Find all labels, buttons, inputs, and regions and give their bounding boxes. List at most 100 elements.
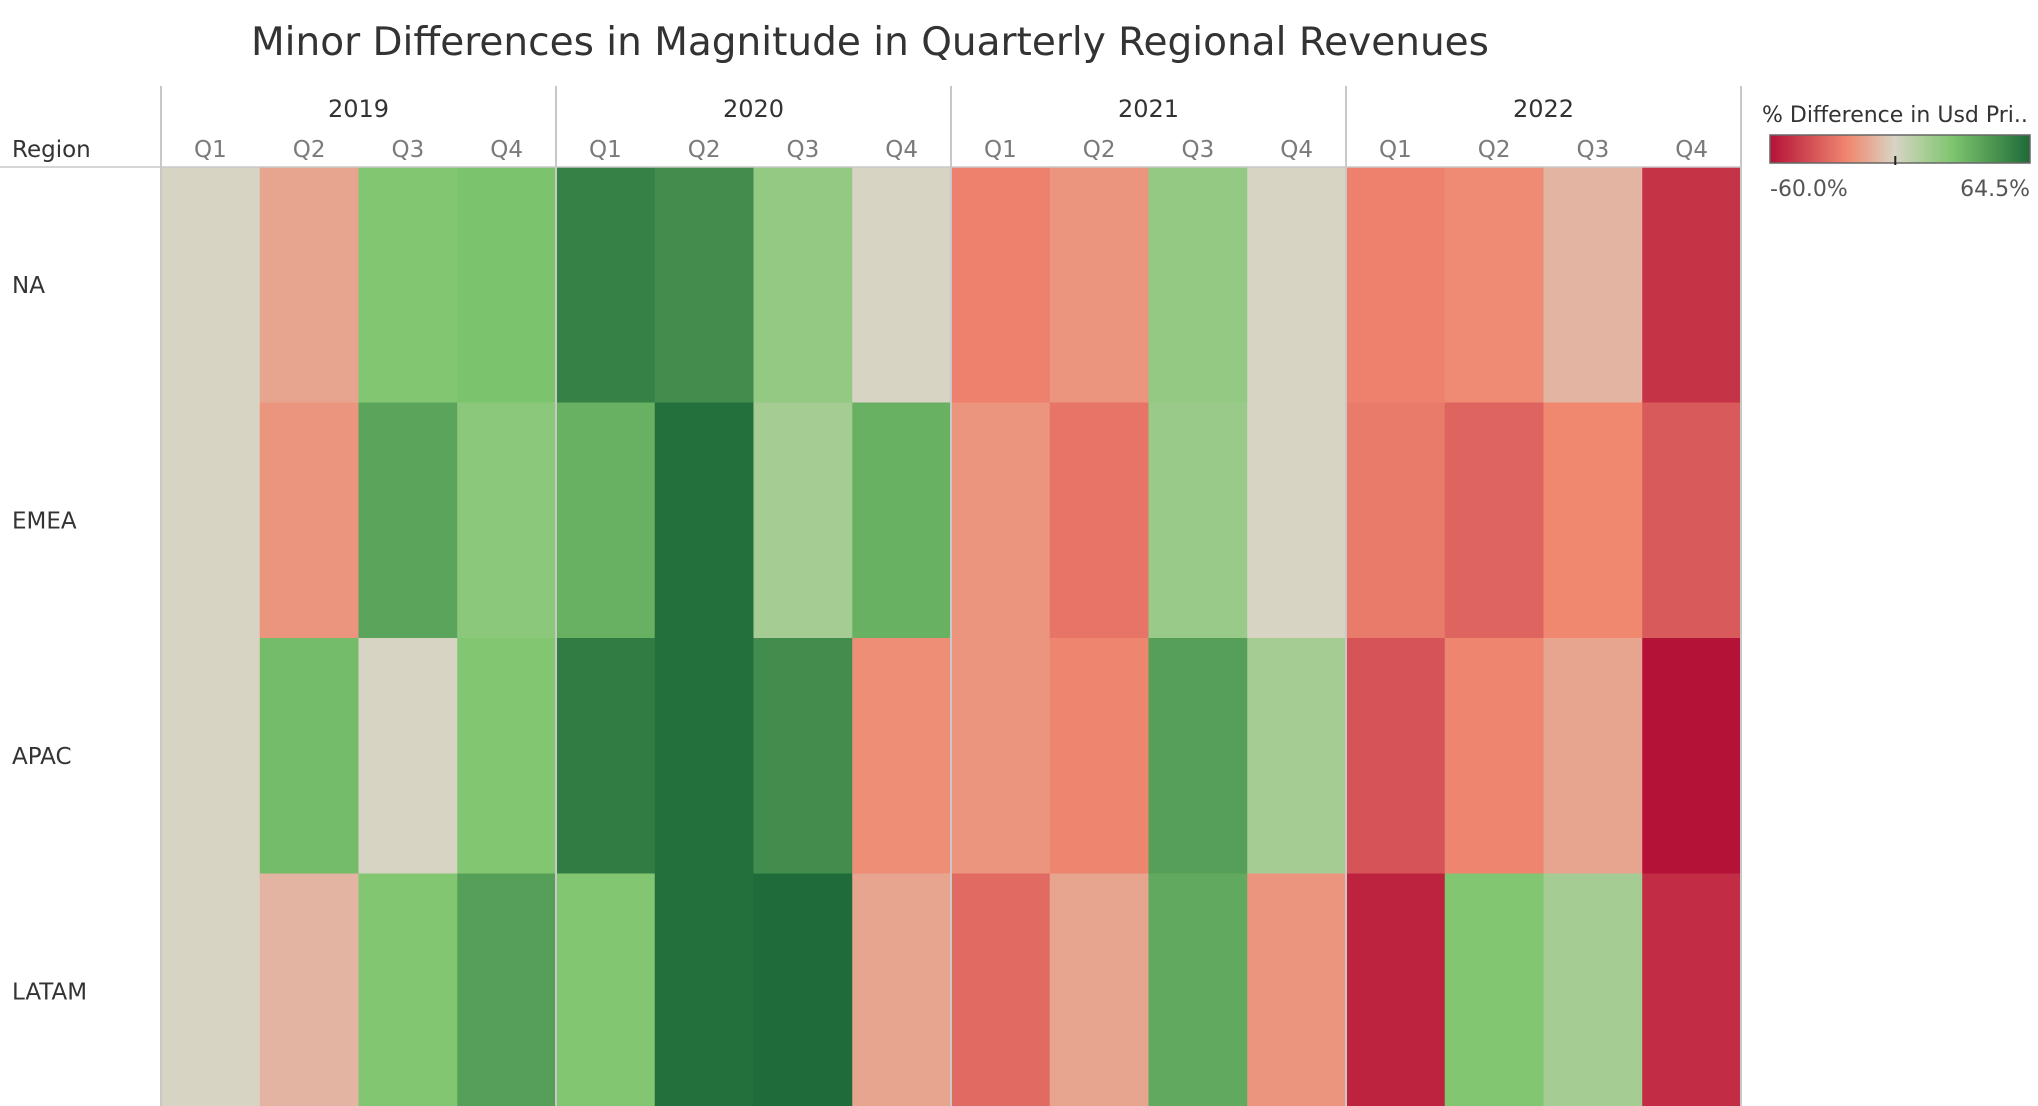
region-label: APAC — [12, 744, 72, 770]
heatmap-cell — [852, 167, 952, 404]
heatmap-cell — [1642, 638, 1742, 875]
heatmap-cell — [1148, 873, 1248, 1106]
quarter-label: Q3 — [392, 137, 425, 163]
heatmap-cell — [1543, 402, 1643, 639]
region-label: EMEA — [12, 508, 77, 534]
quarter-label: Q1 — [589, 137, 622, 163]
heatmap-cell — [457, 638, 557, 875]
heatmap-cell — [1642, 167, 1742, 404]
heatmap-cell — [1049, 638, 1150, 875]
region-column-header: Region — [12, 137, 91, 163]
heatmap-cell — [654, 638, 755, 875]
heatmap-cell — [1247, 873, 1347, 1106]
heatmap-cell — [161, 638, 261, 875]
heatmap-cell — [1346, 873, 1446, 1106]
heatmap-cell — [1642, 402, 1742, 639]
heatmap-cell — [358, 638, 458, 875]
quarter-label: Q4 — [1675, 137, 1708, 163]
quarter-label: Q1 — [194, 137, 227, 163]
heatmap-cell — [1444, 873, 1545, 1106]
heatmap-cell — [1444, 638, 1545, 875]
heatmap-cells — [161, 167, 1742, 1106]
quarter-label: Q3 — [1577, 137, 1610, 163]
year-label: 2020 — [723, 95, 784, 123]
heatmap-cell — [1148, 638, 1248, 875]
heatmap-cell — [1543, 167, 1643, 404]
heatmap-cell — [457, 167, 557, 404]
heatmap-cell — [161, 873, 261, 1106]
heatmap-cell — [951, 638, 1051, 875]
heatmap-cell — [1642, 873, 1742, 1106]
region-label: NA — [12, 273, 45, 299]
quarter-label: Q2 — [1478, 137, 1511, 163]
heatmap-cell — [654, 402, 755, 639]
heatmap-cell — [951, 873, 1051, 1106]
heatmap-cell — [1049, 167, 1150, 404]
heatmap-cell — [654, 873, 755, 1106]
heatmap-cell — [457, 873, 557, 1106]
quarter-label: Q2 — [1083, 137, 1116, 163]
quarter-label: Q3 — [1182, 137, 1215, 163]
quarter-label: Q4 — [1280, 137, 1313, 163]
heatmap-cell — [556, 167, 656, 404]
color-legend: % Difference in Usd Pri.. -60.0% 64.5% — [1762, 103, 2031, 202]
quarter-label: Q3 — [787, 137, 820, 163]
heatmap-cell — [1247, 167, 1347, 404]
legend-min-label: -60.0% — [1770, 177, 1848, 202]
heatmap-cell — [1049, 873, 1150, 1106]
heatmap-cell — [457, 402, 557, 639]
heatmap-cell — [1247, 638, 1347, 875]
grid-lines — [0, 86, 1742, 1106]
heatmap-cell — [161, 402, 261, 639]
heatmap-cell — [1247, 402, 1347, 639]
heatmap-cell — [951, 402, 1051, 639]
heatmap-cell — [259, 402, 360, 639]
heatmap-cell — [951, 167, 1051, 404]
quarter-label: Q4 — [885, 137, 918, 163]
heatmap-cell — [556, 638, 656, 875]
heatmap-cell — [1543, 873, 1643, 1106]
heatmap-cell — [259, 873, 360, 1106]
heatmap-cell — [753, 873, 853, 1106]
quarter-labels: Q1 Q2 Q3 Q4 Q1 Q2 Q3 Q4 Q1 Q2 Q3 Q4 Q1 Q2 Q3 Q4 — [194, 137, 1708, 163]
heatmap-cell — [1148, 402, 1248, 639]
heatmap-cell — [1444, 402, 1545, 639]
heatmap-cell — [1346, 638, 1446, 875]
quarter-label: Q1 — [1379, 137, 1412, 163]
heatmap-cell — [556, 873, 656, 1106]
year-label: 2021 — [1118, 95, 1179, 123]
year-label: 2022 — [1513, 95, 1574, 123]
heatmap-cell — [654, 167, 755, 404]
quarter-label: Q4 — [490, 137, 523, 163]
heatmap-cell — [753, 638, 853, 875]
heatmap-cell — [852, 873, 952, 1106]
heatmap-cell — [358, 873, 458, 1106]
heatmap-cell — [1444, 167, 1545, 404]
year-label: 2019 — [328, 95, 389, 123]
legend-max-label: 64.5% — [1960, 177, 2030, 202]
heatmap-cell — [1346, 402, 1446, 639]
chart-title: Minor Differences in Magnitude in Quarte… — [251, 20, 1489, 65]
heatmap-cell — [1346, 167, 1446, 404]
region-labels: NA EMEA APAC LATAM — [12, 273, 87, 1006]
heatmap-cell — [1148, 167, 1248, 404]
heatmap-cell — [852, 402, 952, 639]
legend-gradient-bar — [1769, 134, 2031, 164]
heatmap-cell — [358, 167, 458, 404]
heatmap-cell — [1543, 638, 1643, 875]
heatmap-cell — [1049, 402, 1150, 639]
quarter-label: Q1 — [984, 137, 1017, 163]
heatmap-cell — [259, 167, 360, 404]
heatmap-cell — [556, 402, 656, 639]
quarter-label: Q2 — [688, 137, 721, 163]
heatmap-cell — [753, 402, 853, 639]
heatmap-cell — [259, 638, 360, 875]
heatmap-cell — [753, 167, 853, 404]
heatmap-cell — [852, 638, 952, 875]
heatmap-cell — [358, 402, 458, 639]
quarter-label: Q2 — [293, 137, 326, 163]
heatmap-cell — [161, 167, 261, 404]
region-label: LATAM — [12, 979, 87, 1005]
year-labels: 2019 2020 2021 2022 — [328, 95, 1574, 123]
